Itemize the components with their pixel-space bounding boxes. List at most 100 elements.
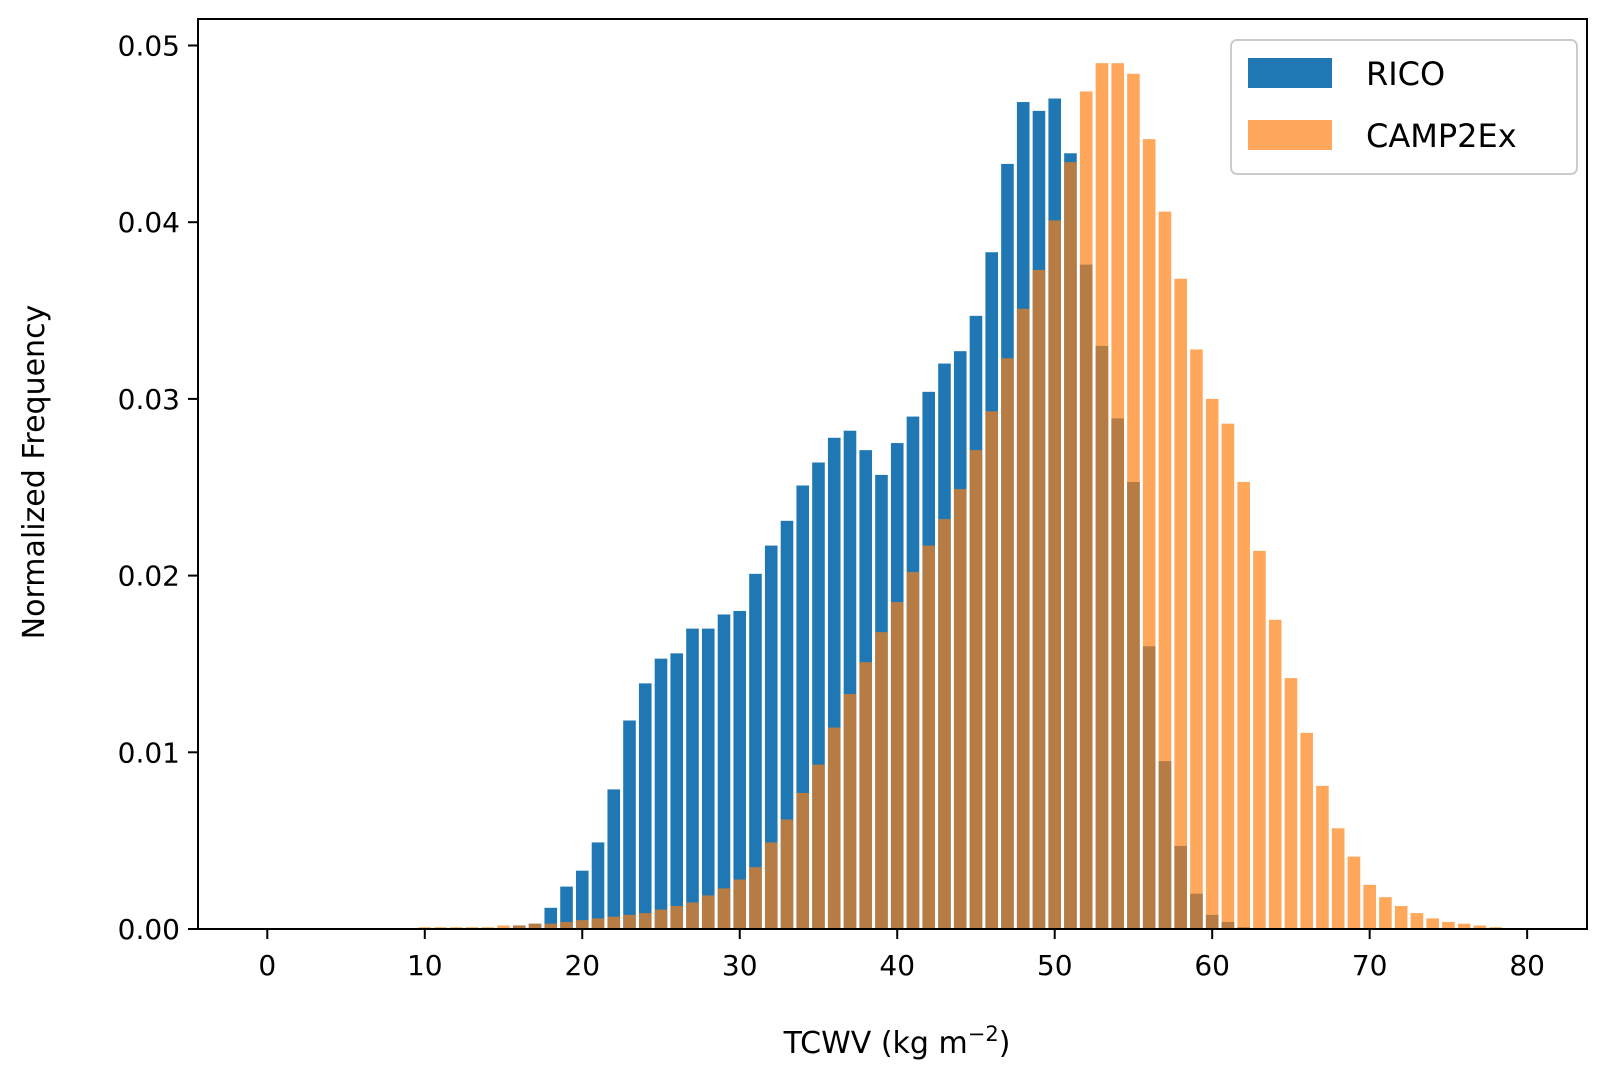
bar-camp2ex-18 [544, 923, 558, 929]
x-tick-label-20: 20 [564, 949, 600, 982]
x-tick-label-80: 80 [1509, 949, 1545, 982]
bar-camp2ex-27 [686, 902, 699, 929]
bar-camp2ex-19 [560, 921, 573, 929]
bar-camp2ex-22 [607, 916, 621, 929]
bar-camp2ex-58 [1174, 278, 1187, 929]
bar-camp2ex-37 [843, 693, 857, 929]
bar-camp2ex-28 [701, 895, 715, 929]
bar-camp2ex-72 [1394, 906, 1408, 929]
plot-frame [197, 18, 1588, 930]
bar-camp2ex-15 [497, 925, 510, 929]
series-camp2ex-bars [418, 63, 1502, 930]
bar-rico-28 [701, 628, 715, 929]
y-tick-label-0: 0.00 [118, 913, 180, 946]
bar-camp2ex-41 [906, 572, 920, 929]
y-tick-label-4: 0.04 [118, 206, 180, 239]
bar-camp2ex-69 [1347, 856, 1361, 929]
bar-camp2ex-43 [938, 519, 951, 929]
bar-camp2ex-35 [812, 764, 825, 929]
bar-camp2ex-51 [1064, 162, 1077, 929]
bar-camp2ex-34 [796, 792, 810, 929]
legend-swatch-rico [1248, 58, 1332, 88]
bar-camp2ex-52 [1079, 91, 1093, 929]
bar-camp2ex-74 [1426, 918, 1439, 929]
bar-camp2ex-23 [623, 914, 636, 929]
bar-camp2ex-73 [1410, 913, 1424, 929]
bar-camp2ex-64 [1268, 619, 1282, 929]
x-axis-ticks: 0 10 20 30 40 50 60 70 80 [258, 929, 1545, 982]
bar-camp2ex-75 [1442, 921, 1455, 929]
bar-rico-22 [607, 789, 621, 929]
bar-camp2ex-53 [1095, 63, 1109, 930]
bar-camp2ex-46 [985, 411, 999, 929]
bar-camp2ex-68 [1331, 828, 1345, 929]
bar-camp2ex-40 [890, 602, 904, 929]
bar-rico-25 [654, 658, 668, 929]
bar-camp2ex-38 [859, 662, 873, 929]
bar-rico-32 [764, 545, 778, 929]
bar-rico-26 [670, 653, 684, 929]
bar-camp2ex-36 [827, 727, 841, 929]
x-tick-label-30: 30 [722, 949, 758, 982]
bar-camp2ex-30 [733, 879, 747, 929]
x-tick-label-0: 0 [258, 949, 276, 982]
bar-camp2ex-44 [953, 489, 967, 929]
bar-camp2ex-45 [969, 450, 983, 929]
bar-camp2ex-56 [1142, 139, 1156, 929]
legend-label-rico: RICO [1366, 55, 1445, 93]
bar-rico-21 [591, 842, 605, 929]
x-axis-label: TCWV (kg m−2) [783, 1022, 1011, 1061]
y-tick-label-3: 0.03 [118, 383, 180, 416]
bar-camp2ex-24 [638, 913, 652, 929]
bar-camp2ex-77 [1473, 925, 1487, 929]
bar-camp2ex-63 [1253, 550, 1266, 929]
bar-camp2ex-50 [1048, 220, 1062, 929]
bar-camp2ex-20 [575, 920, 589, 929]
y-tick-label-5: 0.05 [118, 30, 180, 63]
x-tick-label-60: 60 [1194, 949, 1230, 982]
bar-camp2ex-65 [1284, 678, 1298, 929]
bar-camp2ex-55 [1127, 73, 1140, 929]
bar-camp2ex-62 [1237, 481, 1250, 929]
bar-camp2ex-31 [749, 867, 762, 929]
x-tick-label-70: 70 [1352, 949, 1388, 982]
bar-camp2ex-29 [717, 888, 731, 929]
bar-camp2ex-76 [1457, 923, 1471, 929]
bar-camp2ex-54 [1111, 63, 1124, 930]
bar-camp2ex-42 [922, 545, 936, 929]
bar-camp2ex-33 [780, 819, 794, 929]
legend: RICO CAMP2Ex [1230, 39, 1578, 175]
x-tick-label-50: 50 [1037, 949, 1073, 982]
y-tick-label-1: 0.01 [118, 736, 180, 769]
y-axis-ticks: 0.00 0.01 0.02 0.03 0.04 0.05 [118, 30, 198, 946]
bar-camp2ex-61 [1221, 423, 1235, 929]
bar-camp2ex-60 [1205, 398, 1219, 929]
bar-camp2ex-32 [764, 842, 778, 929]
bar-camp2ex-17 [528, 923, 542, 929]
bar-camp2ex-57 [1158, 211, 1172, 930]
bar-camp2ex-25 [654, 909, 668, 929]
bar-rico-29 [717, 614, 731, 929]
bar-camp2ex-26 [670, 906, 684, 929]
bar-camp2ex-70 [1363, 884, 1376, 929]
bar-camp2ex-71 [1379, 897, 1392, 929]
bar-camp2ex-66 [1300, 732, 1313, 929]
bar-camp2ex-59 [1190, 349, 1203, 929]
bar-camp2ex-49 [1032, 269, 1046, 929]
bar-rico-23 [623, 720, 636, 929]
x-tick-label-10: 10 [407, 949, 443, 982]
legend-label-camp2ex: CAMP2Ex [1366, 117, 1517, 155]
bar-rico-24 [638, 683, 652, 929]
bar-rico-20 [575, 870, 589, 929]
bar-rico-27 [686, 628, 699, 929]
bar-rico-19 [560, 886, 573, 929]
bar-camp2ex-39 [875, 632, 888, 929]
bar-rico-31 [749, 573, 762, 929]
x-tick-label-40: 40 [879, 949, 915, 982]
bar-rico-30 [733, 610, 747, 929]
bar-camp2ex-21 [591, 918, 605, 929]
bar-camp2ex-67 [1316, 785, 1329, 929]
legend-swatch-camp2ex [1248, 120, 1332, 150]
bar-camp2ex-47 [1001, 358, 1014, 929]
